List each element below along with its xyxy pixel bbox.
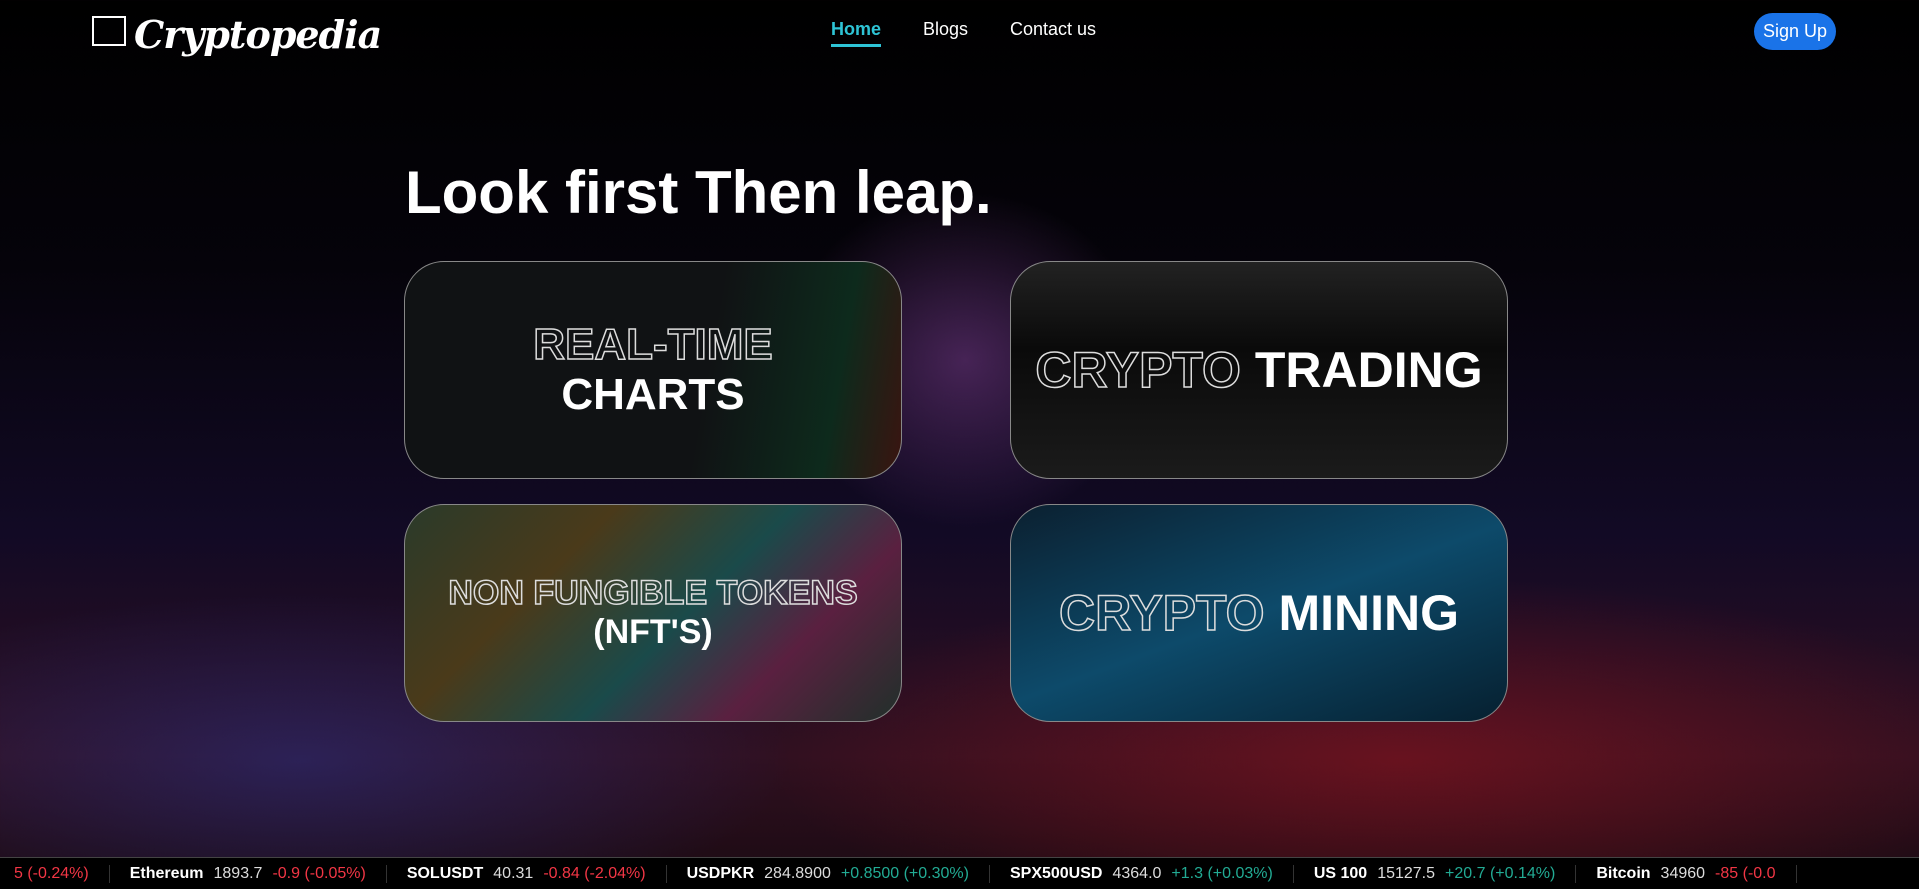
ticker-name: US 100 <box>1313 865 1368 882</box>
card[interactable]: REAL-TIME CHARTS <box>404 261 902 479</box>
ticker-price: 40.31 <box>493 865 534 882</box>
ticker-name: Ethereum <box>129 865 204 882</box>
ticker-change: -85 (-0.0 <box>1715 865 1776 882</box>
ticker-name: Bitcoin <box>1596 865 1651 882</box>
card-outline-text: REAL-TIME <box>532 319 773 370</box>
ticker-change: -0.84 (-2.04%) <box>543 865 646 882</box>
card-bold-text: TRADING <box>1254 342 1483 398</box>
card[interactable]: CRYPTO TRADING <box>1010 261 1508 479</box>
ticker-item[interactable]: Ethereum 1893.7 -0.9 (-0.05%) <box>110 865 387 883</box>
nav-link[interactable]: Blogs <box>923 19 969 39</box>
logo[interactable]: Cryptopedia <box>134 12 382 57</box>
card-bold-text: (NFT'S) <box>593 613 713 651</box>
ticker-change: -0.9 (-0.05%) <box>272 865 366 882</box>
ticker-price: 1893.7 <box>213 865 263 882</box>
card-bold-text: CHARTS <box>561 370 745 419</box>
ticker-item[interactable]: 5 (-0.24%) <box>0 865 110 883</box>
nav-link[interactable]: Home <box>831 19 882 47</box>
hero-title: Look first Then leap. <box>405 159 992 226</box>
ticker-item[interactable]: Bitcoin 34960 -85 (-0.0 <box>1576 865 1797 883</box>
ticker-change: +1.3 (+0.03%) <box>1171 865 1273 882</box>
ticker-change: +20.7 (+0.14%) <box>1445 865 1556 882</box>
ticker-item[interactable]: US 100 15127.5 +20.7 (+0.14%) <box>1294 865 1577 883</box>
card[interactable]: CRYPTO MINING <box>1010 504 1508 722</box>
card[interactable]: NON FUNGIBLE TOKENS (NFT'S) <box>404 504 902 722</box>
ticker-price: 4364.0 <box>1112 865 1162 882</box>
sign-up-button[interactable]: Sign Up <box>1754 13 1836 50</box>
card-bold-text: MINING <box>1278 585 1460 641</box>
ticker-price: 15127.5 <box>1377 865 1436 882</box>
ticker-item[interactable]: SOLUSDT 40.31 -0.84 (-2.04%) <box>387 865 667 883</box>
card-outline-text: CRYPTO <box>1035 341 1242 399</box>
ticker-name: USDPKR <box>686 865 755 882</box>
card-outline-text: NON FUNGIBLE TOKENS <box>448 573 859 613</box>
ticker-change: +0.8500 (+0.30%) <box>840 865 969 882</box>
card-outline-text: CRYPTO <box>1058 584 1265 642</box>
ticker-name: SOLUSDT <box>406 865 484 882</box>
ticker-price: 34960 <box>1660 865 1706 882</box>
ticker-change: 5 (-0.24%) <box>14 865 89 882</box>
ticker-item[interactable]: USDPKR 284.8900 +0.8500 (+0.30%) <box>667 865 990 883</box>
nav-link[interactable]: Contact us <box>1010 19 1097 39</box>
ticker-item[interactable]: SPX500USD 4364.0 +1.3 (+0.03%) <box>990 865 1294 883</box>
ticker-bar: 5 (-0.24%) Ethereum 1893.7 -0.9 (-0.05%) SOL… <box>0 857 1919 889</box>
ticker-name: SPX500USD <box>1009 865 1103 882</box>
logo-icon <box>92 16 126 46</box>
ticker-price: 284.8900 <box>764 865 831 882</box>
